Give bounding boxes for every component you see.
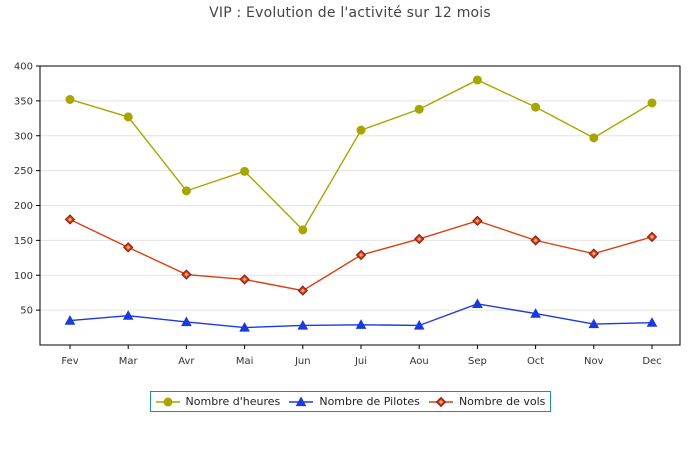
data-point: [181, 186, 191, 196]
data-point: [413, 319, 425, 330]
x-tick-label: Sep: [468, 356, 487, 367]
data-point: [646, 231, 658, 243]
data-point: [647, 98, 657, 108]
data-point: [239, 274, 250, 285]
legend-item: Nombre de Pilotes: [289, 395, 420, 408]
data-point: [122, 310, 134, 320]
data-point: [472, 215, 483, 227]
data-point: [297, 285, 309, 296]
y-tick-label: 250: [14, 166, 33, 177]
vols-marker-highlight: [417, 236, 422, 241]
legend-swatch-icon: [155, 397, 180, 406]
data-point: [64, 214, 76, 225]
legend-label: Nombre de vols: [458, 395, 546, 408]
data-point: [413, 233, 425, 245]
series-0: [65, 75, 657, 235]
legend-marker: [435, 396, 447, 407]
series-line: [69, 79, 653, 232]
data-point: [356, 125, 366, 135]
legend-item: Nombre de vols: [428, 395, 546, 408]
data-point: [472, 75, 482, 85]
vols-marker-highlight: [533, 238, 538, 243]
data-point: [646, 317, 658, 327]
data-point: [239, 322, 250, 332]
x-tick-label: Avr: [178, 356, 195, 367]
vols-marker-highlight: [591, 251, 596, 256]
data-point: [297, 319, 309, 330]
y-tick-label: 100: [14, 271, 33, 282]
grid-lines: [40, 100, 680, 311]
x-tick-label: Mai: [236, 356, 254, 367]
vols-marker-highlight: [184, 272, 189, 277]
x-tick-label: Fev: [61, 356, 78, 367]
legend-marker: [163, 397, 173, 406]
vols-marker-highlight: [475, 218, 480, 223]
data-point: [64, 315, 76, 325]
data-point: [65, 94, 75, 104]
y-axis-ticks: 50 100 150 200 250 300 350 400: [14, 62, 40, 317]
x-tick-label: Nov: [584, 356, 604, 367]
data-point: [298, 225, 308, 235]
series-1: [64, 298, 658, 332]
x-tick-label: Oct: [527, 356, 544, 367]
legend-swatch-icon: [289, 395, 314, 406]
data-point: [123, 112, 133, 122]
data-point: [355, 319, 367, 329]
legend-item: Nombre d'heures: [155, 395, 281, 408]
data-point: [414, 104, 424, 114]
data-point: [472, 298, 483, 308]
y-tick-label: 400: [14, 62, 33, 73]
legend-label: Nombre d'heures: [185, 395, 281, 408]
legend-label: Nombre de Pilotes: [319, 395, 420, 408]
data-point: [355, 249, 367, 261]
data-point: [240, 166, 250, 176]
y-tick-label: 350: [14, 96, 33, 107]
x-tick-label: Mar: [119, 356, 139, 367]
data-point: [588, 248, 600, 259]
x-tick-label: Dec: [642, 356, 661, 367]
y-tick-label: 150: [14, 236, 33, 247]
vols-marker-highlight: [242, 277, 247, 282]
data-point: [122, 242, 134, 253]
x-tick-label: Aou: [410, 356, 429, 367]
y-tick-label: 200: [14, 201, 33, 212]
vols-marker-highlight: [438, 399, 443, 404]
y-tick-label: 50: [20, 306, 33, 317]
chart-title: VIP : Evolution de l'activité sur 12 moi…: [209, 5, 491, 21]
data-point: [589, 133, 599, 143]
y-tick-label: 300: [14, 131, 33, 142]
data-point: [181, 316, 192, 327]
x-axis-ticks: Fev Mar Avr Mai Jun Jui Aou Sep Oct Nov Dec: [61, 345, 662, 367]
series-2: [64, 214, 658, 296]
data-point: [181, 269, 192, 280]
vols-marker-highlight: [68, 217, 72, 222]
legend-swatch-icon: [428, 396, 453, 407]
vols-marker-highlight: [359, 253, 363, 258]
vols-marker-highlight: [650, 234, 654, 239]
data-point: [530, 308, 541, 318]
data-point: [588, 318, 600, 329]
data-point: [531, 102, 541, 112]
vols-marker-highlight: [126, 245, 131, 250]
series-layer: [64, 75, 658, 332]
x-tick-label: Jun: [294, 356, 311, 367]
x-tick-label: Jui: [354, 356, 367, 367]
legend-marker: [295, 395, 307, 406]
data-point: [530, 235, 541, 246]
vols-marker-highlight: [300, 288, 305, 293]
legend: Nombre d'heures Nombre de Pilotes Nombre d…: [150, 391, 551, 412]
